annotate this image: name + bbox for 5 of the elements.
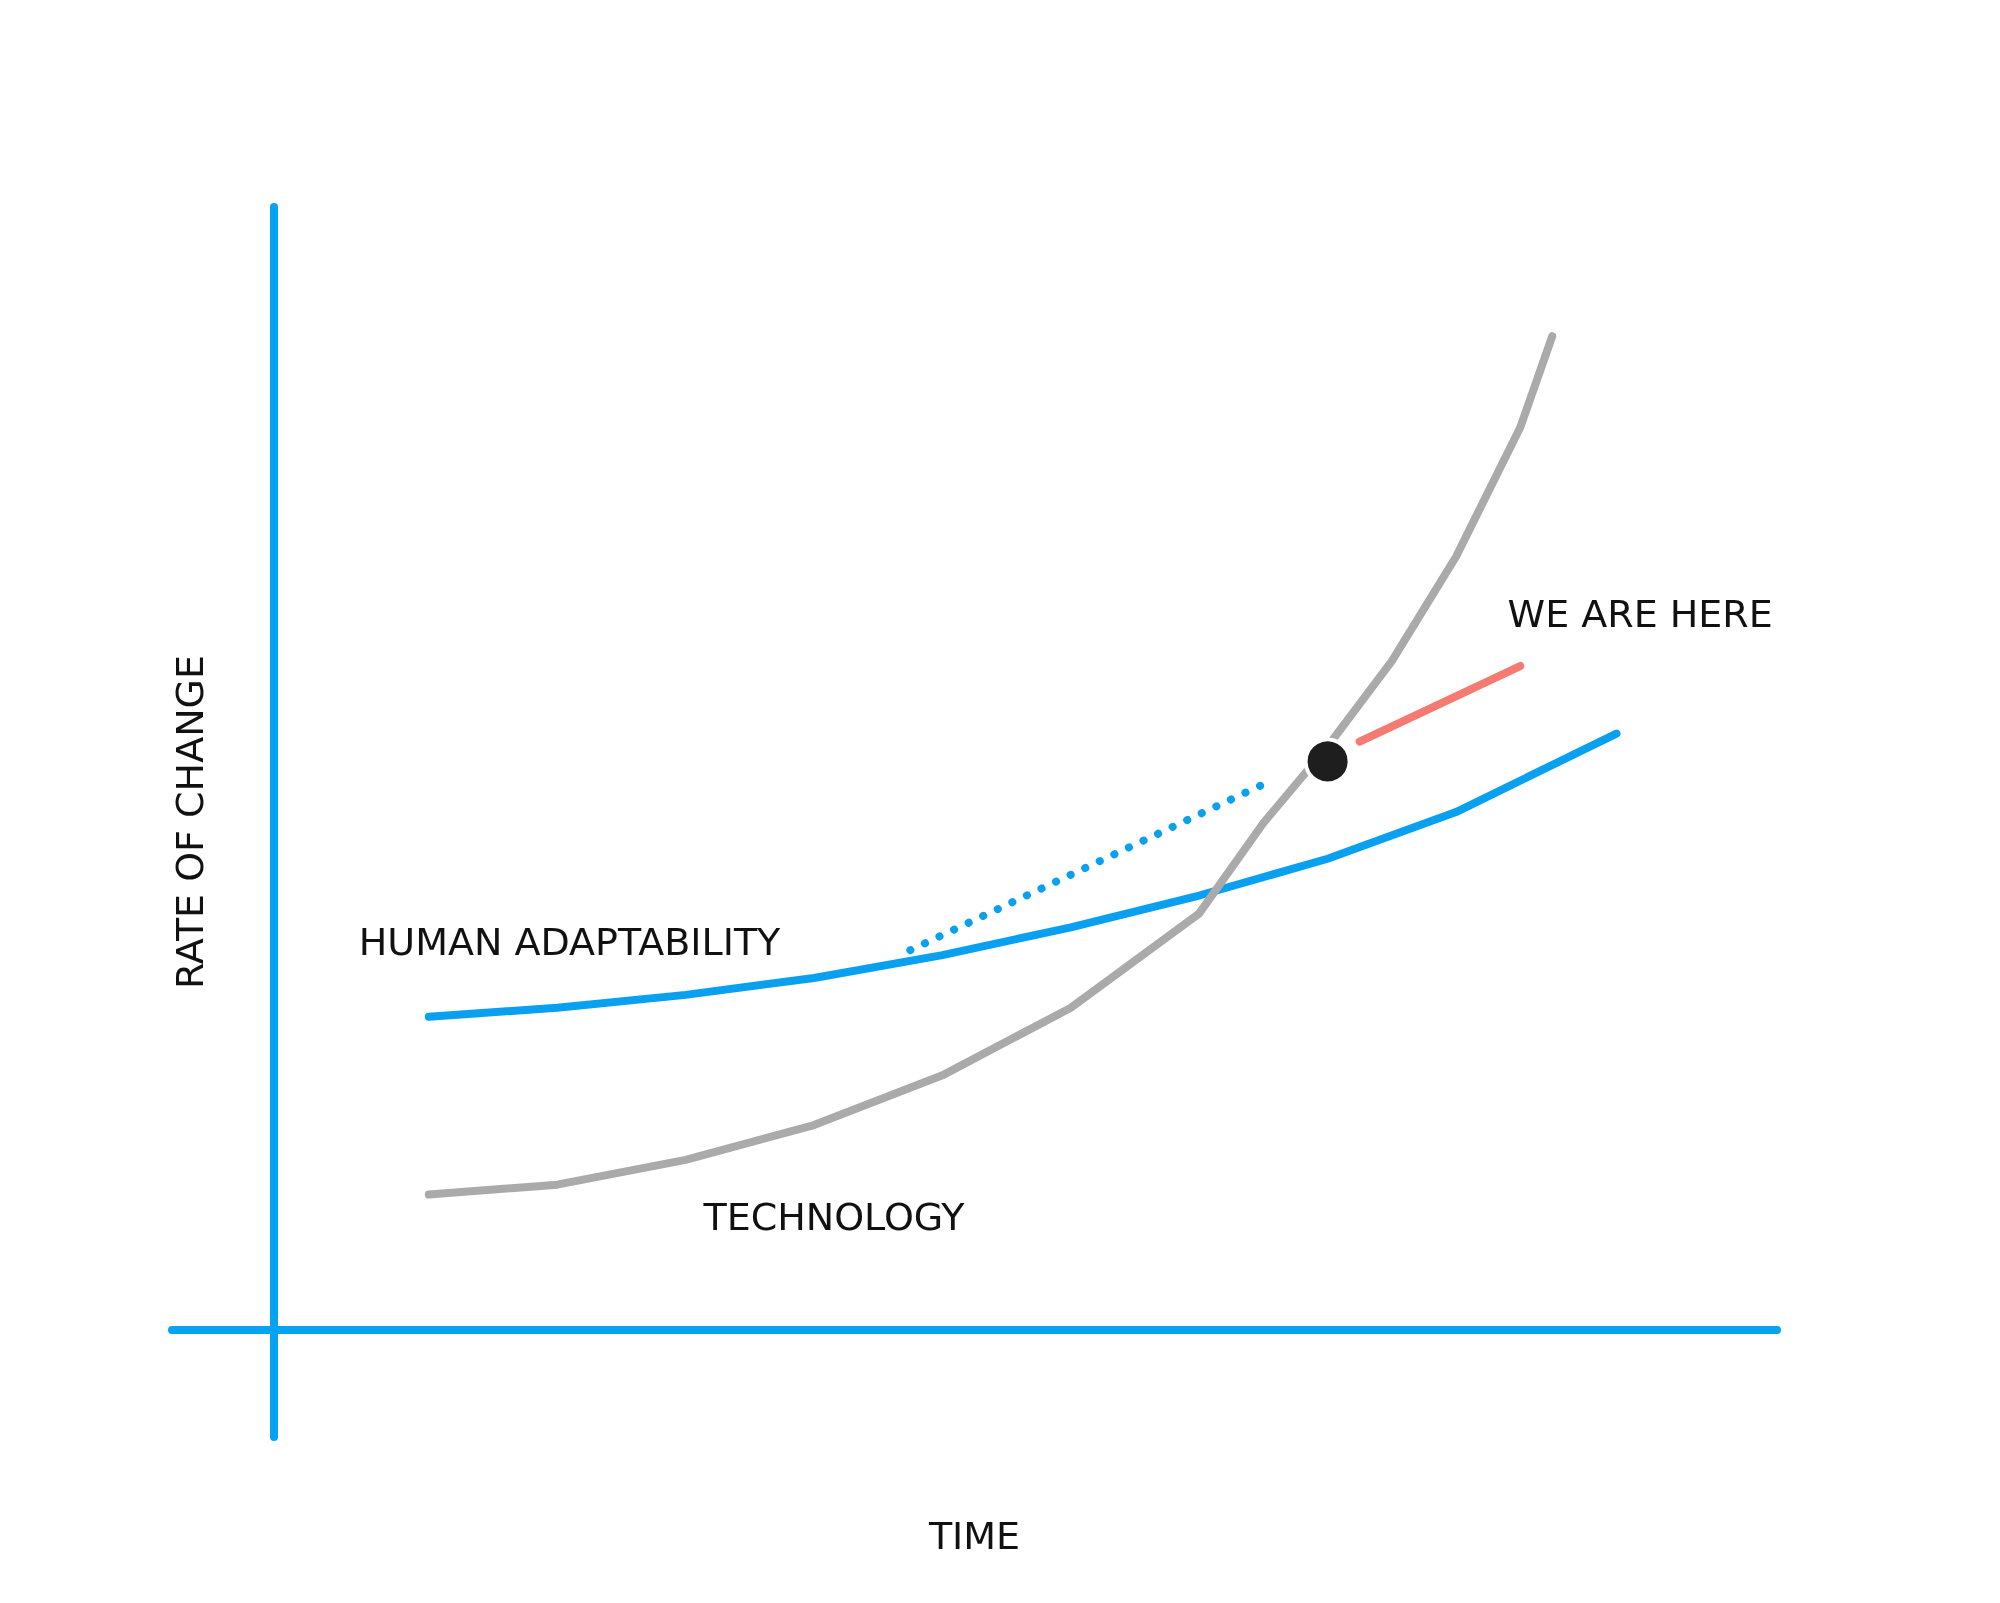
annotation: WE ARE HERE — [1507, 592, 1773, 637]
series-label: TECHNOLOGY — [702, 1195, 966, 1240]
y-axis-title: RATE OF CHANGE — [168, 654, 212, 990]
x-axis-title: TIME — [927, 1514, 1021, 1558]
series-label: HUMAN ADAPTABILITY — [358, 919, 782, 964]
